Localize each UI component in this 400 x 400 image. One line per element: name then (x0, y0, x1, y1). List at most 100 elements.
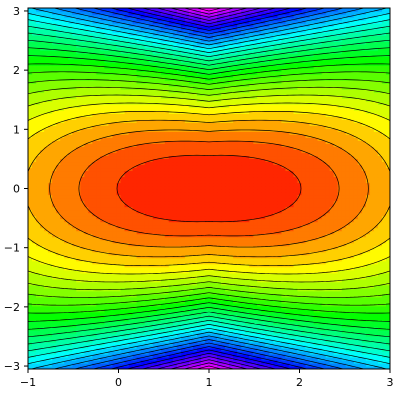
contour-band-cell (377, 245, 383, 250)
contour-band-cell (309, 278, 315, 283)
contour-band-cell (108, 353, 114, 358)
contour-band-cell (297, 269, 303, 274)
contour-band-cell (56, 329, 61, 334)
contour-band-cell (321, 251, 327, 256)
contour-band-cell (172, 308, 178, 313)
contour-band-cell (237, 227, 242, 232)
contour-band-cell (301, 359, 307, 364)
contour-band-cell (112, 320, 118, 325)
contour-band-cell (313, 257, 319, 262)
contour-band-cell (357, 329, 363, 334)
contour-band-cell (333, 242, 339, 247)
contour-band-cell (385, 257, 390, 262)
contour-band-cell (160, 275, 166, 280)
contour-band-cell (269, 347, 274, 352)
contour-band-cell (313, 245, 319, 250)
contour-band-cell (221, 254, 226, 259)
contour-band-cell (28, 221, 33, 226)
contour-band-cell (68, 224, 73, 229)
contour-band-cell (309, 275, 315, 280)
contour-band-cell (301, 212, 307, 217)
contour-band-cell (176, 317, 182, 322)
contour-band-cell (345, 266, 351, 271)
contour-band-cell (68, 326, 73, 331)
contour-band-cell (184, 311, 190, 316)
contour-band-cell (329, 317, 335, 322)
contour-band-cell (68, 269, 73, 274)
contour-band-cell (32, 311, 37, 316)
contour-band-cell (80, 305, 85, 310)
contour-band-cell (289, 284, 295, 289)
contour-band-cell (68, 314, 73, 319)
contour-band-cell (88, 347, 93, 352)
contour-band-cell (84, 320, 89, 325)
contour-band-cell (152, 323, 158, 328)
contour-band-cell (345, 293, 351, 298)
contour-band-cell (196, 317, 202, 322)
contour-band-cell (88, 344, 93, 349)
contour-band-cell (56, 356, 61, 361)
contour-band-cell (140, 239, 146, 244)
contour-band-cell (345, 281, 351, 286)
contour-band-cell (277, 224, 282, 229)
contour-band-cell (68, 251, 73, 256)
contour-band-cell (237, 260, 242, 265)
contour-band-cell (188, 284, 194, 289)
contour-band-cell (188, 212, 194, 217)
contour-band-cell (301, 323, 307, 328)
contour-band-cell (293, 290, 299, 295)
contour-band-cell (289, 245, 295, 250)
contour-band-cell (144, 266, 150, 271)
contour-band-cell (357, 263, 363, 268)
contour-band-cell (68, 218, 73, 223)
contour-band-cell (233, 332, 238, 337)
contour-band-cell (277, 329, 282, 334)
contour-band-cell (345, 257, 351, 262)
contour-band-cell (273, 230, 278, 235)
contour-band-cell (152, 206, 158, 211)
contour-band-cell (96, 362, 101, 367)
contour-band-cell (233, 212, 238, 217)
contour-band-cell (192, 314, 198, 319)
contour-band-cell (96, 284, 101, 289)
contour-band-cell (277, 350, 282, 355)
contour-band-cell (301, 296, 307, 301)
contour-band-cell (329, 203, 335, 208)
contour-band-cell (245, 212, 250, 217)
contour-band-cell (60, 200, 65, 205)
contour-band-cell (361, 359, 367, 364)
contour-band-cell (36, 314, 41, 319)
contour-band-cell (160, 260, 166, 265)
contour-band-cell (28, 296, 33, 301)
contour-band-cell (76, 317, 81, 322)
contour-band-cell (301, 302, 307, 307)
contour-band-cell (176, 230, 182, 235)
contour-band-cell (28, 263, 33, 268)
contour-band-cell (265, 209, 270, 214)
contour-band-cell (337, 245, 343, 250)
contour-band-cell (329, 224, 335, 229)
contour-band-cell (261, 341, 266, 346)
contour-band-cell (132, 224, 138, 229)
contour-band-cell (192, 266, 198, 271)
contour-band-cell (136, 362, 142, 367)
contour-band-cell (309, 212, 315, 217)
contour-band-cell (353, 257, 359, 262)
contour-band-cell (345, 326, 351, 331)
contour-band-cell (64, 302, 69, 307)
contour-band-cell (28, 233, 33, 238)
contour-band-cell (245, 257, 250, 262)
contour-band-cell (301, 350, 307, 355)
contour-band-cell (233, 278, 238, 283)
contour-band-cell (136, 350, 142, 355)
contour-band-cell (301, 206, 307, 211)
contour-band-cell (373, 290, 379, 295)
contour-band-cell (136, 353, 142, 358)
contour-band-cell (329, 218, 335, 223)
contour-band-cell (32, 320, 37, 325)
contour-band-cell (164, 362, 170, 367)
contour-band-cell (88, 350, 93, 355)
contour-band-cell (269, 203, 274, 208)
contour-band-cell (285, 239, 291, 244)
contour-band-cell (373, 218, 379, 223)
